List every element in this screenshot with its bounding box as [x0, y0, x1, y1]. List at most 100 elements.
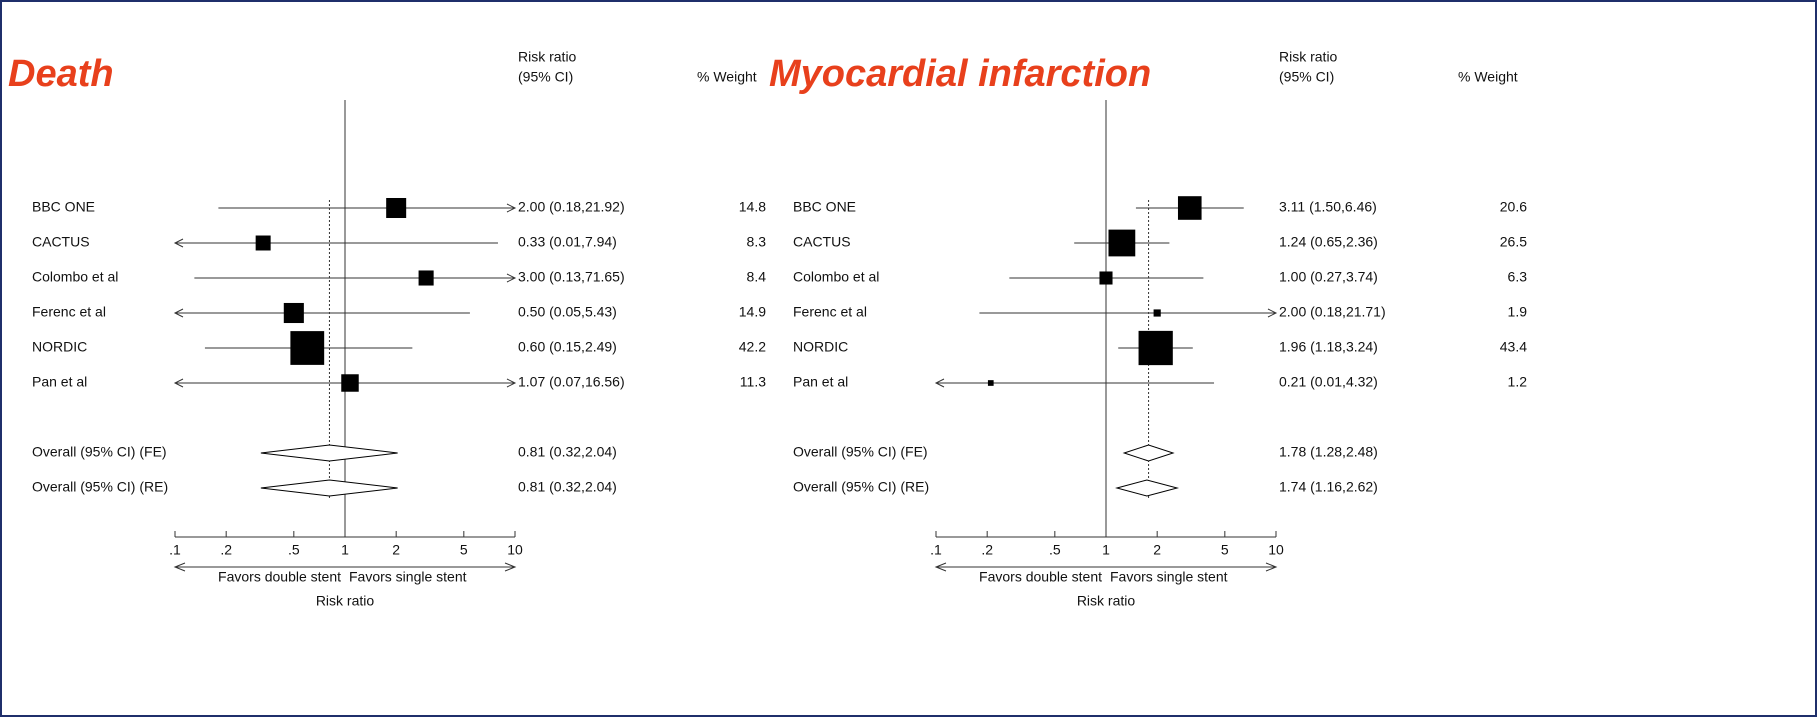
- x-tick-label: .5: [1049, 542, 1061, 558]
- x-tick-label: .5: [288, 542, 300, 558]
- favor-left: Favors double stent: [218, 569, 341, 585]
- favor-arrow-head: [1265, 562, 1278, 572]
- weight-label: 8.3: [747, 234, 767, 250]
- weight-label: 42.2: [739, 339, 766, 355]
- point-estimate: [1099, 271, 1113, 285]
- favor-arrow-head: [173, 562, 186, 572]
- favor-right: Favors single stent: [349, 569, 467, 585]
- point-estimate: [987, 380, 994, 386]
- column-header: % Weight: [697, 69, 757, 85]
- x-tick-label: 10: [507, 542, 523, 558]
- ci-label: 1.24 (0.65,2.36): [1279, 234, 1378, 250]
- study-name: NORDIC: [32, 339, 87, 355]
- point-estimate: [1138, 330, 1173, 366]
- study-name: Colombo et al: [32, 269, 118, 285]
- x-tick-label: .1: [169, 542, 181, 558]
- favor-right: Favors single stent: [1110, 569, 1228, 585]
- ci-label: 2.00 (0.18,21.92): [518, 199, 625, 215]
- ci-label: 3.00 (0.13,71.65): [518, 269, 625, 285]
- study-name: BBC ONE: [793, 199, 856, 215]
- ci-label: 0.21 (0.01,4.32): [1279, 374, 1378, 390]
- x-tick-label: 2: [1153, 542, 1161, 558]
- overall-name: Overall (95% CI) (FE): [32, 444, 167, 460]
- overall-name: Overall (95% CI) (RE): [793, 479, 929, 495]
- x-axis-label: Risk ratio: [316, 593, 375, 609]
- panel-title: Death: [8, 53, 114, 95]
- favor-arrow-head: [934, 562, 947, 572]
- ci-arrow: [506, 273, 517, 283]
- overall-diamond: [1122, 444, 1175, 462]
- favor-arrow-head: [504, 562, 517, 572]
- ci-label: 0.50 (0.05,5.43): [518, 304, 617, 320]
- point-estimate: [418, 270, 434, 286]
- overall-diamond: [1115, 479, 1180, 497]
- x-tick-label: 10: [1268, 542, 1284, 558]
- weight-label: 43.4: [1500, 339, 1527, 355]
- study-name: Pan et al: [793, 374, 848, 390]
- study-name: NORDIC: [793, 339, 848, 355]
- weight-label: 11.3: [740, 374, 766, 390]
- ci-label: 0.33 (0.01,7.94): [518, 234, 617, 250]
- column-header: Risk ratio: [518, 49, 577, 65]
- study-name: Ferenc et al: [793, 304, 867, 320]
- column-header: (95% CI): [1279, 69, 1334, 85]
- ci-label: 0.81 (0.32,2.04): [518, 479, 617, 495]
- favor-left: Favors double stent: [979, 569, 1102, 585]
- point-estimate: [290, 331, 325, 365]
- weight-label: 14.9: [739, 304, 766, 320]
- weight-label: 1.2: [1508, 374, 1528, 390]
- ci-arrow: [173, 308, 184, 318]
- weight-label: 6.3: [1508, 269, 1528, 285]
- ci-arrow: [506, 378, 517, 388]
- ci-arrow: [506, 203, 517, 213]
- ci-label: 1.07 (0.07,16.56): [518, 374, 625, 390]
- ci-arrow: [1267, 308, 1278, 318]
- ci-label: 0.60 (0.15,2.49): [518, 339, 617, 355]
- study-name: Ferenc et al: [32, 304, 106, 320]
- point-estimate: [1153, 309, 1161, 317]
- ci-arrow: [173, 378, 184, 388]
- overall-diamond: [260, 479, 398, 497]
- x-tick-label: .2: [220, 542, 232, 558]
- point-estimate: [255, 235, 271, 251]
- x-tick-label: 1: [1102, 542, 1110, 558]
- x-tick-label: 1: [341, 542, 349, 558]
- x-tick-label: .1: [930, 542, 942, 558]
- ci-label: 3.11 (1.50,6.46): [1279, 199, 1377, 215]
- ci-label: 1.74 (1.16,2.62): [1279, 479, 1378, 495]
- ci-label: 1.96 (1.18,3.24): [1279, 339, 1378, 355]
- x-tick-label: 5: [460, 542, 468, 558]
- study-name: CACTUS: [793, 234, 851, 250]
- point-estimate: [341, 374, 359, 392]
- column-header: Risk ratio: [1279, 49, 1338, 65]
- x-tick-label: 2: [392, 542, 400, 558]
- x-tick-label: 5: [1221, 542, 1229, 558]
- study-name: BBC ONE: [32, 199, 95, 215]
- point-estimate: [386, 197, 407, 219]
- ci-label: 1.00 (0.27,3.74): [1279, 269, 1378, 285]
- ci-label: 1.78 (1.28,2.48): [1279, 444, 1378, 460]
- column-header: (95% CI): [518, 69, 573, 85]
- ci-label: 0.81 (0.32,2.04): [518, 444, 617, 460]
- overall-name: Overall (95% CI) (FE): [793, 444, 928, 460]
- x-axis-label: Risk ratio: [1077, 593, 1136, 609]
- weight-label: 14.8: [739, 199, 766, 215]
- ci-arrow: [934, 378, 945, 388]
- point-estimate: [1177, 196, 1202, 220]
- weight-label: 26.5: [1500, 234, 1527, 250]
- weight-label: 20.6: [1500, 199, 1527, 215]
- column-header: % Weight: [1458, 69, 1518, 85]
- study-name: Colombo et al: [793, 269, 879, 285]
- ci-label: 2.00 (0.18,21.71): [1279, 304, 1386, 320]
- point-estimate: [1108, 229, 1136, 257]
- study-name: CACTUS: [32, 234, 90, 250]
- study-name: Pan et al: [32, 374, 87, 390]
- panel-title: Myocardial infarction: [769, 53, 1151, 95]
- weight-label: 1.9: [1508, 304, 1528, 320]
- point-estimate: [283, 302, 304, 324]
- weight-label: 8.4: [747, 269, 767, 285]
- ci-arrow: [173, 238, 184, 248]
- overall-diamond: [260, 444, 398, 462]
